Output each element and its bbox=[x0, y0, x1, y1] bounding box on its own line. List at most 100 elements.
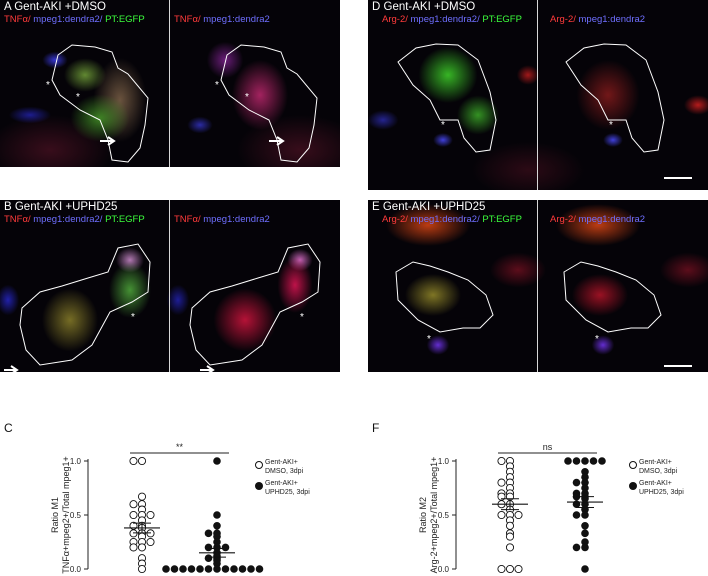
image-divider bbox=[537, 0, 538, 190]
data-point-filled bbox=[581, 538, 589, 546]
data-point-filled bbox=[581, 478, 589, 487]
data-point-filled bbox=[213, 559, 221, 568]
data-point-open bbox=[129, 500, 138, 509]
data-point-open bbox=[505, 564, 515, 574]
legend-c: Gent-AKI+ DMSO, 3dpi Gent-AKI+ UPHD25, 3… bbox=[254, 459, 310, 497]
panel-a-left-stain: TNFα/ mpeg1:dendra2/ PT:EGFP bbox=[4, 14, 145, 25]
data-point-open bbox=[146, 537, 155, 547]
panel-b-title: B Gent-AKI +UPHD25 bbox=[4, 201, 118, 213]
panel-a-right-stain: TNFα/ mpeg1:dendra2 bbox=[174, 14, 270, 25]
data-point-open bbox=[129, 529, 138, 538]
asterisk-marker: * bbox=[300, 312, 304, 323]
legend-item-dmso: Gent-AKI+ DMSO, 3dpi bbox=[254, 459, 310, 476]
data-point-filled bbox=[589, 457, 598, 465]
y-tick-label: 1.0 bbox=[438, 457, 450, 466]
data-point-filled bbox=[581, 511, 589, 519]
legend-line: Gent-AKI+ bbox=[265, 480, 298, 487]
micrograph-panel-e: E Gent-AKI +UPHD25 Arg-2/ mpeg1:dendra2/… bbox=[368, 200, 708, 372]
data-point-open bbox=[137, 492, 147, 501]
data-point-filled bbox=[255, 565, 264, 573]
micrograph-panel-d: D Gent-AKI +DMSO Arg-2/ mpeg1:dendra2/ P… bbox=[368, 0, 708, 190]
y-tick-label: 0.5 bbox=[438, 511, 450, 520]
data-point-filled bbox=[187, 565, 196, 573]
panel-d-left-stain: Arg-2/ mpeg1:dendra2/ PT:EGFP bbox=[382, 14, 522, 25]
stain-mpeg1: mpeg1:dendra2 bbox=[200, 214, 270, 225]
panel-e-left-stain: Arg-2/ mpeg1:dendra2/ PT:EGFP bbox=[382, 214, 522, 225]
data-point-filled bbox=[572, 511, 581, 519]
data-point-filled bbox=[572, 478, 581, 487]
image-divider bbox=[169, 0, 170, 167]
data-point-filled bbox=[213, 543, 221, 552]
y-tick-label: 0.0 bbox=[70, 565, 82, 574]
data-point-open bbox=[497, 564, 506, 574]
data-point-filled bbox=[204, 554, 213, 562]
micrograph-panel-b: B Gent-AKI +UPHD25 TNFα/ mpeg1:dendra2/ … bbox=[0, 200, 340, 372]
data-point-filled bbox=[162, 565, 170, 573]
stain-mpeg1: mpeg1:dendra2 bbox=[575, 14, 646, 25]
asterisk-marker: * bbox=[245, 92, 249, 103]
stain-mpeg1: mpeg1:dendra2/ bbox=[30, 14, 103, 25]
image-divider bbox=[169, 200, 170, 372]
legend-line: DMSO, 3dpi bbox=[639, 467, 678, 475]
data-point-open bbox=[137, 456, 147, 466]
data-point-open bbox=[505, 543, 515, 552]
data-point-filled bbox=[581, 473, 589, 481]
data-point-filled bbox=[221, 543, 230, 552]
data-point-filled bbox=[238, 565, 247, 573]
data-point-filled bbox=[581, 543, 589, 552]
data-point-open bbox=[514, 510, 523, 520]
data-point-filled bbox=[204, 543, 213, 552]
asterisk-marker: * bbox=[595, 334, 599, 345]
data-point-filled bbox=[581, 484, 589, 492]
data-point-filled bbox=[581, 468, 589, 476]
data-point-filled bbox=[581, 529, 589, 538]
data-point-open bbox=[497, 456, 506, 466]
legend-item-dmso: Gent-AKI+ DMSO, 3dpi bbox=[628, 459, 684, 476]
significance-label: ** bbox=[176, 442, 184, 452]
stain-mpeg1: mpeg1:dendra2 bbox=[200, 14, 270, 25]
legend-line: Gent-AKI+ bbox=[639, 459, 672, 466]
data-point-filled bbox=[572, 457, 581, 465]
data-point-open bbox=[146, 510, 155, 520]
panel-f-letter: F bbox=[372, 421, 380, 435]
data-point-open bbox=[497, 478, 506, 487]
panel-e-title: E Gent-AKI +UPHD25 bbox=[372, 201, 486, 213]
y-axis-label: Ratio M1 bbox=[50, 497, 60, 533]
data-point-filled bbox=[204, 565, 213, 573]
data-point-filled bbox=[598, 457, 606, 465]
data-point-open bbox=[129, 456, 138, 466]
data-point-filled bbox=[213, 522, 221, 530]
open-circle-icon bbox=[629, 461, 637, 469]
outline-overlay bbox=[4, 243, 321, 372]
data-point-filled bbox=[213, 538, 221, 546]
data-point-filled bbox=[213, 511, 221, 519]
panel-e-right-stain: Arg-2/ mpeg1:dendra2 bbox=[550, 214, 645, 225]
stain-pt-egfp: PT:EGFP bbox=[102, 14, 145, 25]
asterisk-marker: * bbox=[441, 120, 445, 131]
data-point-filled bbox=[170, 565, 179, 573]
data-point-open bbox=[146, 529, 155, 538]
stain-pt-egfp: PT:EGFP bbox=[479, 214, 522, 225]
asterisk-marker: * bbox=[76, 92, 80, 103]
significance-label: ns bbox=[543, 442, 553, 452]
data-point-filled bbox=[196, 565, 204, 573]
data-point-filled bbox=[564, 457, 572, 465]
panel-d-title: D Gent-AKI +DMSO bbox=[372, 1, 476, 13]
legend-line: UPHD25, 3dpi bbox=[639, 488, 684, 496]
y-axis-label: TNFα+mpeg2+/Total mpeg1+ bbox=[61, 456, 71, 574]
data-point-open bbox=[137, 543, 147, 552]
data-point-filled bbox=[221, 565, 230, 573]
image-divider bbox=[537, 200, 538, 372]
y-tick-label: 0.0 bbox=[438, 565, 450, 574]
data-point-filled bbox=[230, 565, 238, 573]
legend-line: DMSO, 3dpi bbox=[265, 467, 304, 475]
stain-mpeg1: mpeg1:dendra2/ bbox=[407, 214, 480, 225]
stain-arg2: Arg-2/ bbox=[382, 214, 408, 225]
data-point-open bbox=[505, 532, 515, 541]
filled-circle-icon bbox=[629, 482, 637, 490]
stain-pt-egfp: PT:EGFP bbox=[102, 214, 145, 225]
panel-d-right-stain: Arg-2/ mpeg1:dendra2 bbox=[550, 14, 645, 25]
legend-line: Gent-AKI+ bbox=[639, 480, 672, 487]
asterisk-marker: * bbox=[131, 312, 135, 323]
scatter-chart-c: 0.0 0.5 1.0 Ratio M1 TNFα+mpeg2+/Total mpeg1… bbox=[50, 442, 264, 574]
